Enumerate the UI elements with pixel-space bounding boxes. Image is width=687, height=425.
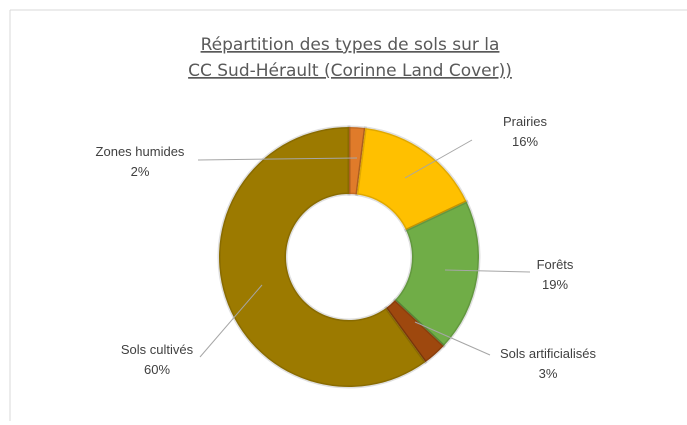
donut-segment: [217, 125, 428, 389]
leader-line: [414, 321, 491, 356]
data-label-name: Sols cultivés: [121, 342, 194, 357]
data-label-value: 60%: [144, 362, 170, 377]
data-label-name: Sols artificialisés: [500, 346, 597, 361]
donut-segment: [392, 199, 481, 349]
data-label-name: Prairies: [503, 114, 548, 129]
donut-segment: [347, 125, 367, 197]
leader-line: [199, 284, 263, 358]
chart-title: CC Sud-Hérault (Corinne Land Cover)): [188, 61, 512, 81]
data-label-value: 2%: [131, 164, 150, 179]
donut-segment: [383, 298, 446, 365]
leader-line: [404, 139, 473, 179]
leader-line: [197, 157, 358, 161]
plot: Zones humides 2% Prairies 16% Forêts 19% Sols …: [96, 114, 597, 389]
donut-segment: [355, 126, 469, 233]
leader-line: [444, 269, 531, 273]
data-label-name: Zones humides: [96, 144, 185, 159]
data-label-value: 16%: [512, 134, 538, 149]
data-label-name: Forêts: [537, 257, 574, 272]
data-label-value: 19%: [542, 277, 568, 292]
chart-title: Répartition des types de sols sur la: [201, 35, 500, 55]
data-label-value: 3%: [539, 366, 558, 381]
